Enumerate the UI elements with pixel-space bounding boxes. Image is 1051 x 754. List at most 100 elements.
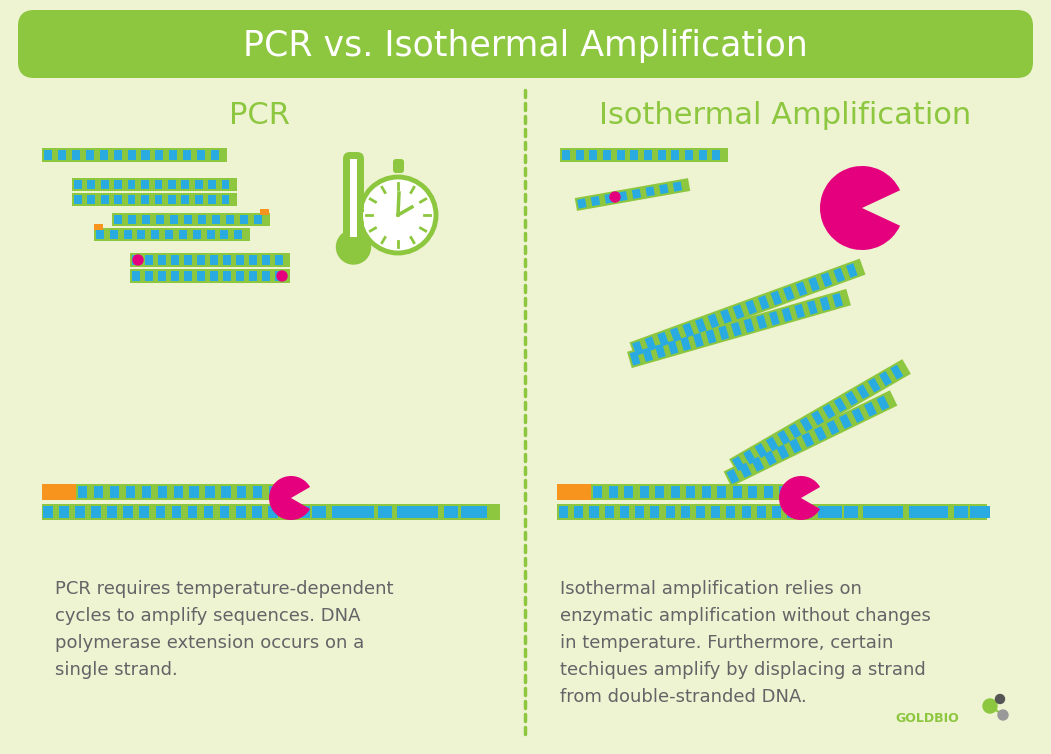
FancyBboxPatch shape — [574, 506, 583, 518]
FancyBboxPatch shape — [275, 271, 283, 281]
FancyBboxPatch shape — [171, 271, 179, 281]
FancyBboxPatch shape — [743, 318, 755, 333]
FancyBboxPatch shape — [222, 180, 229, 189]
FancyBboxPatch shape — [976, 506, 990, 518]
FancyBboxPatch shape — [197, 255, 205, 265]
FancyBboxPatch shape — [151, 230, 160, 239]
FancyBboxPatch shape — [210, 255, 218, 265]
FancyBboxPatch shape — [631, 150, 638, 160]
FancyBboxPatch shape — [739, 463, 751, 478]
FancyBboxPatch shape — [851, 408, 864, 423]
FancyBboxPatch shape — [268, 506, 277, 518]
FancyBboxPatch shape — [74, 180, 82, 189]
FancyBboxPatch shape — [770, 290, 782, 305]
FancyBboxPatch shape — [189, 486, 199, 498]
FancyBboxPatch shape — [365, 506, 374, 518]
FancyBboxPatch shape — [312, 506, 326, 518]
FancyBboxPatch shape — [667, 340, 679, 354]
FancyBboxPatch shape — [223, 271, 230, 281]
FancyBboxPatch shape — [124, 230, 131, 239]
FancyBboxPatch shape — [192, 230, 201, 239]
FancyBboxPatch shape — [802, 432, 815, 447]
FancyBboxPatch shape — [557, 504, 987, 520]
FancyBboxPatch shape — [796, 281, 807, 296]
FancyBboxPatch shape — [183, 150, 191, 160]
FancyBboxPatch shape — [772, 506, 781, 518]
FancyBboxPatch shape — [357, 209, 364, 212]
FancyBboxPatch shape — [42, 148, 227, 162]
FancyBboxPatch shape — [766, 437, 779, 452]
FancyBboxPatch shape — [718, 486, 726, 498]
FancyBboxPatch shape — [235, 506, 246, 518]
FancyBboxPatch shape — [671, 486, 680, 498]
FancyBboxPatch shape — [673, 182, 682, 192]
FancyBboxPatch shape — [702, 486, 710, 498]
FancyBboxPatch shape — [165, 230, 173, 239]
Wedge shape — [269, 476, 310, 520]
FancyBboxPatch shape — [91, 506, 101, 518]
FancyBboxPatch shape — [591, 196, 600, 206]
FancyBboxPatch shape — [603, 150, 611, 160]
FancyBboxPatch shape — [220, 506, 229, 518]
FancyBboxPatch shape — [562, 150, 570, 160]
FancyBboxPatch shape — [783, 286, 795, 301]
FancyBboxPatch shape — [713, 150, 720, 160]
FancyBboxPatch shape — [839, 414, 852, 429]
FancyBboxPatch shape — [557, 484, 591, 500]
FancyBboxPatch shape — [627, 289, 851, 368]
FancyBboxPatch shape — [169, 150, 178, 160]
Circle shape — [277, 271, 287, 281]
FancyBboxPatch shape — [617, 150, 624, 160]
FancyBboxPatch shape — [357, 191, 364, 194]
FancyBboxPatch shape — [764, 450, 777, 466]
FancyBboxPatch shape — [635, 506, 644, 518]
Text: polymerase extension occurs on a: polymerase extension occurs on a — [55, 634, 365, 652]
FancyBboxPatch shape — [332, 506, 342, 518]
FancyBboxPatch shape — [755, 443, 767, 458]
FancyBboxPatch shape — [101, 180, 108, 189]
Text: cycles to amplify sequences. DNA: cycles to amplify sequences. DNA — [55, 607, 360, 625]
FancyBboxPatch shape — [184, 255, 191, 265]
FancyBboxPatch shape — [845, 391, 858, 406]
FancyBboxPatch shape — [757, 314, 767, 329]
FancyBboxPatch shape — [142, 486, 151, 498]
FancyBboxPatch shape — [194, 180, 203, 189]
Text: Isothermal Amplification: Isothermal Amplification — [599, 100, 971, 130]
FancyBboxPatch shape — [208, 195, 215, 204]
FancyBboxPatch shape — [156, 506, 165, 518]
FancyBboxPatch shape — [400, 506, 414, 518]
FancyBboxPatch shape — [423, 506, 436, 518]
FancyBboxPatch shape — [145, 271, 152, 281]
FancyBboxPatch shape — [630, 259, 866, 358]
FancyBboxPatch shape — [262, 255, 269, 265]
Circle shape — [610, 192, 620, 202]
Text: enzymatic amplification without changes: enzymatic amplification without changes — [560, 607, 931, 625]
FancyBboxPatch shape — [733, 486, 742, 498]
FancyBboxPatch shape — [618, 191, 627, 201]
FancyBboxPatch shape — [879, 506, 888, 518]
FancyBboxPatch shape — [642, 348, 653, 362]
FancyBboxPatch shape — [863, 506, 872, 518]
FancyBboxPatch shape — [222, 486, 230, 498]
FancyBboxPatch shape — [107, 506, 117, 518]
FancyBboxPatch shape — [559, 506, 569, 518]
FancyBboxPatch shape — [158, 486, 167, 498]
Text: single strand.: single strand. — [55, 661, 178, 679]
FancyBboxPatch shape — [87, 180, 96, 189]
FancyBboxPatch shape — [811, 410, 824, 425]
FancyBboxPatch shape — [350, 159, 357, 237]
FancyBboxPatch shape — [932, 506, 946, 518]
Circle shape — [336, 230, 371, 264]
FancyBboxPatch shape — [720, 309, 731, 323]
FancyBboxPatch shape — [576, 150, 583, 160]
FancyBboxPatch shape — [833, 268, 845, 283]
FancyBboxPatch shape — [73, 193, 236, 206]
FancyBboxPatch shape — [182, 195, 189, 204]
Text: Isothermal amplification relies on: Isothermal amplification relies on — [560, 580, 862, 598]
FancyBboxPatch shape — [888, 506, 902, 518]
Circle shape — [360, 177, 436, 253]
FancyBboxPatch shape — [866, 506, 880, 518]
FancyBboxPatch shape — [198, 150, 205, 160]
FancyBboxPatch shape — [396, 506, 407, 518]
FancyBboxPatch shape — [788, 424, 802, 439]
